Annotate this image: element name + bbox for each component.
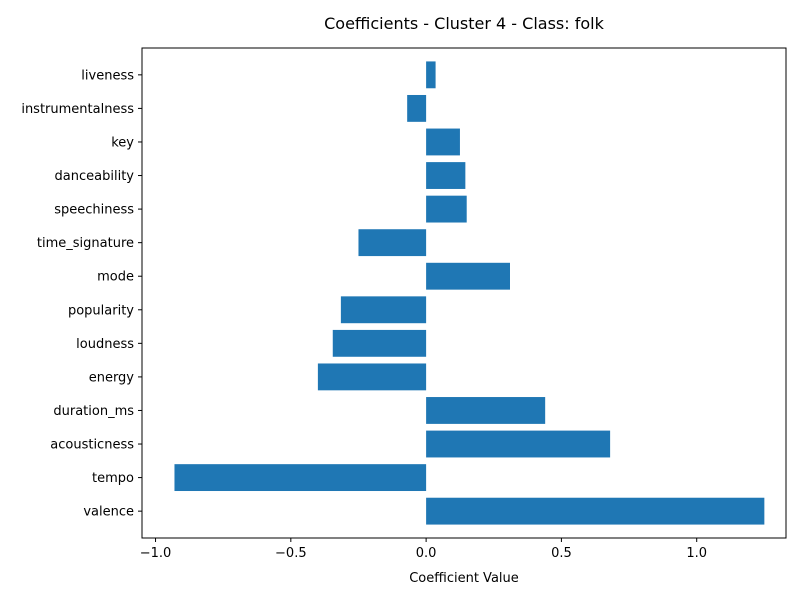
bar-liveness — [426, 61, 436, 89]
y-tick-label-speechiness: speechiness — [54, 203, 134, 218]
bar-key — [426, 128, 460, 156]
bar-duration_ms — [426, 397, 546, 424]
x-axis-label: Coefficient Value — [409, 571, 519, 586]
y-tick-label-mode: mode — [97, 270, 134, 285]
bar-instrumentalness — [407, 94, 427, 122]
chart-title: Coefficients - Cluster 4 - Class: folk — [324, 14, 604, 33]
y-axis-ticks: valence tempo acousticness duration_ms energ… — [21, 68, 142, 520]
x-tick-label: −0.5 — [275, 546, 307, 561]
bar-speechiness — [426, 195, 467, 223]
x-tick-label: 0.5 — [551, 546, 572, 561]
y-tick-label-instrumentalness: instrumentalness — [21, 102, 134, 117]
x-axis-ticks: −1.0 −0.5 0.0 0.5 1.0 — [140, 538, 707, 561]
y-tick-label-acousticness: acousticness — [50, 438, 134, 453]
bar-valence — [426, 497, 765, 525]
y-tick-label-danceability: danceability — [55, 169, 135, 184]
x-tick-label: 1.0 — [686, 546, 707, 561]
y-tick-label-popularity: popularity — [68, 303, 134, 318]
bars-group — [174, 61, 765, 525]
y-tick-label-time_signature: time_signature — [37, 236, 134, 251]
bar-time_signature — [358, 229, 427, 257]
bar-danceability — [426, 162, 466, 189]
bar-tempo — [174, 464, 427, 492]
bar-acousticness — [426, 430, 611, 458]
y-tick-label-duration_ms: duration_ms — [53, 404, 134, 419]
bar-popularity — [340, 296, 427, 324]
x-tick-label: 0.0 — [416, 546, 437, 561]
y-tick-label-liveness: liveness — [81, 68, 134, 83]
y-tick-label-valence: valence — [83, 505, 134, 520]
y-tick-label-tempo: tempo — [92, 471, 134, 486]
y-tick-label-key: key — [111, 135, 134, 150]
bar-loudness — [332, 329, 427, 357]
bar-energy — [317, 363, 427, 391]
bar-mode — [426, 262, 510, 290]
y-tick-label-loudness: loudness — [76, 337, 134, 352]
plot-frame — [141, 47, 787, 539]
x-tick-label: −1.0 — [140, 546, 172, 561]
y-tick-label-energy: energy — [89, 370, 135, 385]
